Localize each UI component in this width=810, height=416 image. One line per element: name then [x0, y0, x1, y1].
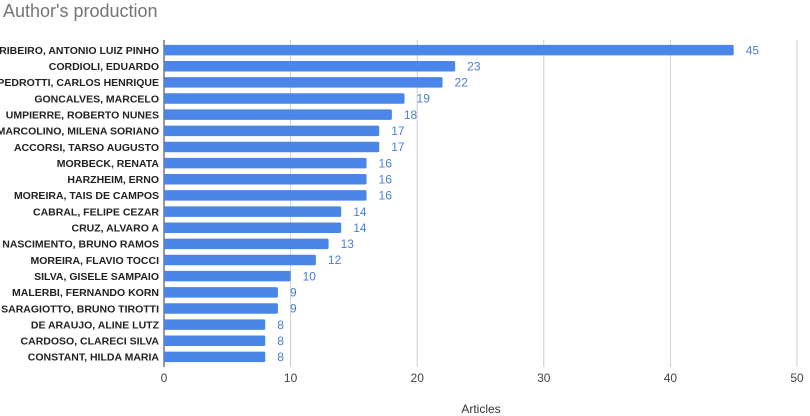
bar: [164, 287, 278, 298]
category-label: CABRAL, FELIPE CEZAR: [33, 206, 159, 218]
bar: [164, 93, 405, 104]
value-label: 19: [417, 92, 431, 106]
x-tick-label: 20: [411, 371, 425, 385]
value-label: 14: [353, 221, 367, 235]
x-tick-label: 30: [537, 371, 551, 385]
value-label: 8: [277, 350, 284, 364]
category-label: GONCALVES, MARCELO: [34, 93, 159, 105]
bar: [164, 335, 266, 347]
value-label: 13: [341, 237, 355, 251]
value-label: 8: [277, 334, 284, 348]
value-label: 16: [379, 189, 393, 203]
value-label: 8: [277, 318, 284, 332]
value-label: 12: [328, 253, 342, 267]
value-label: 9: [290, 302, 297, 316]
x-tick-label: 40: [664, 371, 678, 385]
category-label: RIBEIRO, ANTONIO LUIZ PINHO: [0, 45, 159, 57]
bar: [164, 125, 380, 137]
category-label: SILVA, GISELE SAMPAIO: [34, 271, 159, 283]
category-label: MOREIRA, TAIS DE CAMPOS: [14, 190, 159, 202]
value-label: 45: [746, 43, 760, 57]
bar: [164, 238, 329, 250]
bar: [164, 44, 734, 56]
category-label: CONSTANT, HILDA MARIA: [28, 352, 160, 364]
x-tick-label: 10: [284, 371, 298, 385]
bar: [164, 157, 367, 169]
category-label: CORDIOLI, EDUARDO: [49, 61, 159, 73]
category-label: MARCOLINO, MILENA SORIANO: [0, 126, 159, 138]
bar: [164, 174, 367, 185]
category-label: CRUZ, ALVARO A: [72, 223, 160, 235]
gridlines: [163, 40, 798, 367]
bar: [164, 190, 367, 201]
x-tick-label: 50: [790, 371, 804, 385]
category-label: DE ARAUJO, ALINE LUTZ: [31, 319, 160, 331]
value-label: 23: [467, 59, 481, 73]
bar: [164, 206, 342, 217]
value-label: 10: [303, 269, 317, 283]
category-label: NASCIMENTO, BRUNO RAMOS: [2, 239, 159, 251]
category-label: ACCORSI, TARSO AUGUSTO: [14, 142, 159, 154]
category-label: MALERBI, FERNANDO KORN: [12, 287, 159, 299]
bar: [164, 60, 456, 72]
x-tick-labels: 0 10 20 30 40 50: [161, 371, 804, 385]
value-label: 14: [353, 205, 367, 219]
bar: [164, 109, 392, 120]
category-label: SARAGIOTTO, BRUNO TIROTTI: [1, 303, 159, 315]
value-label: 22: [455, 76, 469, 90]
value-label: 16: [379, 156, 393, 170]
category-label: HARZHEIM, ERNO: [67, 174, 159, 186]
bars: [164, 44, 734, 363]
x-tick-label: 0: [161, 371, 168, 385]
x-axis-title: Articles: [461, 402, 500, 416]
bar: [164, 270, 291, 282]
category-label: PEDROTTI, CARLOS HENRIQUE: [0, 77, 159, 89]
category-label: MOREIRA, FLAVIO TOCCI: [30, 255, 159, 267]
bar: [164, 319, 266, 330]
chart-title: Author's production: [3, 1, 158, 21]
bar: [164, 77, 443, 88]
value-label: 16: [379, 172, 393, 186]
category-label: CARDOSO, CLARECI SILVA: [21, 336, 160, 348]
bar: [164, 351, 266, 363]
value-label: 17: [391, 140, 405, 154]
value-label: 9: [290, 286, 297, 300]
bar: [164, 254, 316, 266]
bar: [164, 303, 278, 314]
category-labels: RIBEIRO, ANTONIO LUIZ PINHO CORDIOLI, EDU…: [0, 45, 160, 364]
bar: [164, 222, 342, 233]
value-label: 17: [391, 124, 405, 138]
bar: [164, 141, 380, 153]
category-label: UMPIERRE, ROBERTO NUNES: [6, 109, 159, 121]
category-label: MORBECK, RENATA: [57, 158, 160, 170]
value-label: 18: [404, 108, 418, 122]
